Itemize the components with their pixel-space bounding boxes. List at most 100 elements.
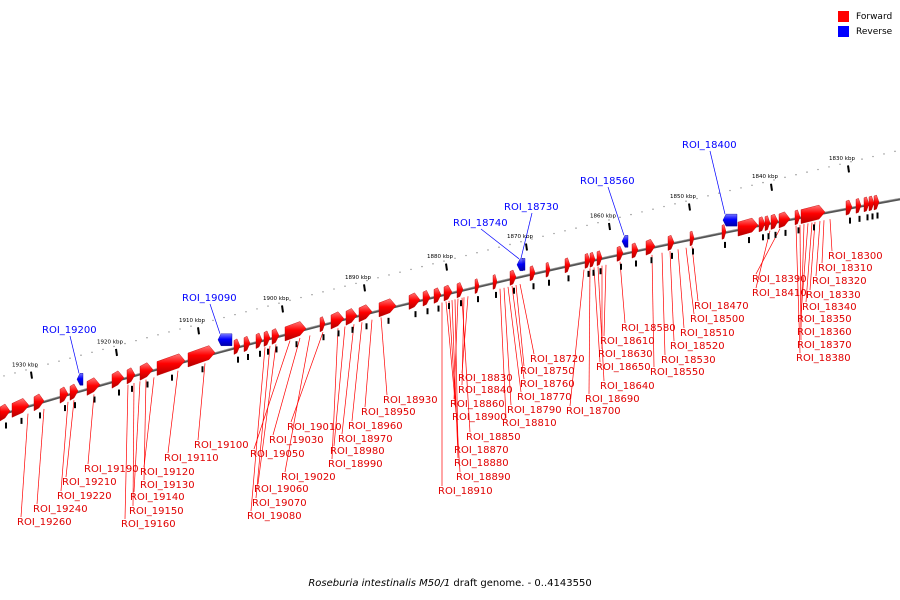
forward-gene-label: ROI_18770 (517, 392, 572, 403)
tick-label: 1830 kbp (829, 156, 855, 162)
forward-gene (233, 338, 241, 355)
forward-gene-label: ROI_19140 (130, 492, 185, 503)
forward-gene-label: ROI_18300 (828, 251, 883, 262)
forward-gene-label: ROI_18700 (566, 406, 621, 417)
reverse-gene-label: ROI_18740 (453, 218, 508, 229)
forward-gene (111, 370, 125, 389)
forward-gene-label: ROI_18960 (348, 421, 403, 432)
reverse-gene-label: ROI_18400 (682, 140, 737, 151)
forward-gene (263, 330, 271, 347)
forward-gene-label: ROI_19150 (129, 506, 184, 517)
forward-gene (845, 199, 853, 216)
forward-gene (69, 383, 79, 401)
forward-gene-label: ROI_18350 (797, 314, 852, 325)
forward-gene (631, 242, 639, 259)
forward-gene (758, 216, 766, 233)
forward-gene-label: ROI_18530 (661, 355, 716, 366)
forward-gene-label: ROI_19160 (121, 519, 176, 530)
forward-gene (800, 204, 826, 224)
forward-gene-label: ROI_18510 (680, 328, 735, 339)
forward-gene (156, 353, 186, 376)
forward-gene (408, 292, 421, 310)
forward-gene-label: ROI_18760 (520, 379, 575, 390)
forward-gene-label: ROI_18840 (458, 385, 513, 396)
forward-gene (645, 238, 656, 256)
forward-gene (378, 298, 397, 318)
tick-label: 1870 kbp (507, 234, 533, 240)
forward-gene-label: ROI_18790 (507, 405, 562, 416)
tick-label: 1930 kbp (12, 362, 38, 368)
legend: Forward Reverse (838, 9, 892, 39)
forward-swatch (838, 11, 849, 22)
forward-gene-label: ROI_18890 (456, 472, 511, 483)
forward-gene-label: ROI_18720 (530, 354, 585, 365)
forward-gene-label: ROI_18830 (458, 373, 513, 384)
forward-gene (284, 321, 307, 342)
forward-gene (584, 253, 591, 269)
forward-gene (126, 367, 136, 385)
forward-gene (33, 393, 45, 412)
forward-gene-label: ROI_18410 (752, 288, 807, 299)
reverse-gene (621, 235, 629, 248)
forward-gene-label: ROI_18340 (802, 302, 857, 313)
forward-gene (0, 403, 11, 422)
forward-gene (255, 332, 263, 349)
scale-layer: 1830 kbp 1840 kbp 1850 kbp 1860 kbp 1870 kbp… (3, 150, 896, 379)
forward-gene (863, 196, 870, 213)
forward-gene-label: ROI_18990 (328, 459, 383, 470)
forward-gene-label: ROI_19220 (57, 491, 112, 502)
forward-gene-label: ROI_19210 (62, 477, 117, 488)
forward-gene (11, 398, 30, 418)
forward-gene-label: ROI_18330 (806, 290, 861, 301)
forward-gene-label: ROI_19030 (269, 435, 324, 446)
forward-gene (545, 261, 551, 278)
forward-gene (764, 215, 771, 232)
label-layer: ROI_18400 ROI_18560 ROI_18730 ROI_18740 ROI_… (17, 140, 883, 530)
reverse-gene (217, 333, 233, 346)
forward-gene-label: ROI_18360 (797, 327, 852, 338)
forward-gene-label: ROI_18580 (621, 323, 676, 334)
callout-layer (20, 150, 833, 520)
forward-gene-label: ROI_18980 (330, 446, 385, 457)
legend-forward: Forward (838, 9, 892, 24)
forward-gene-label: ROI_19020 (281, 472, 336, 483)
forward-gene-label: ROI_18380 (796, 353, 851, 364)
legend-reverse-label: Reverse (856, 26, 893, 37)
forward-gene (433, 287, 442, 304)
forward-gene-label: ROI_19260 (17, 517, 72, 528)
forward-gene (509, 269, 517, 286)
gene-layer (0, 194, 880, 429)
tick-label: 1880 kbp (427, 254, 453, 260)
forward-gene-label: ROI_18550 (650, 367, 705, 378)
forward-gene (243, 335, 251, 353)
forward-gene (564, 257, 571, 274)
reverse-gene-label: ROI_18730 (504, 202, 559, 213)
legend-forward-label: Forward (856, 11, 893, 22)
forward-gene-label: ROI_18630 (598, 349, 653, 360)
reverse-gene (516, 258, 524, 272)
forward-gene (616, 245, 624, 262)
forward-gene (689, 230, 695, 247)
caption-range: draft genome. - 0..4143550 (450, 578, 592, 589)
forward-gene-label: ROI_19050 (250, 449, 305, 460)
tick-label: 1840 kbp (752, 174, 778, 180)
forward-gene (855, 198, 862, 214)
forward-gene-label: ROI_18520 (670, 341, 725, 352)
forward-gene-label: ROI_18930 (383, 395, 438, 406)
forward-gene-label: ROI_18880 (454, 458, 509, 469)
forward-gene-label: ROI_19100 (194, 440, 249, 451)
forward-gene-label: ROI_18470 (694, 301, 749, 312)
forward-gene (492, 274, 498, 290)
forward-gene-label: ROI_18500 (690, 314, 745, 325)
forward-gene (529, 265, 536, 282)
tick-label: 1860 kbp (590, 213, 616, 219)
forward-gene-label: ROI_18390 (752, 274, 807, 285)
forward-gene-label: ROI_19130 (140, 480, 195, 491)
forward-gene (443, 284, 453, 302)
forward-gene (794, 209, 801, 226)
forward-gene (330, 311, 345, 330)
forward-gene-label: ROI_19080 (247, 511, 302, 522)
tick-label: 1910 kbp (179, 318, 205, 324)
forward-gene-label: ROI_18650 (596, 362, 651, 373)
forward-gene (139, 362, 154, 381)
